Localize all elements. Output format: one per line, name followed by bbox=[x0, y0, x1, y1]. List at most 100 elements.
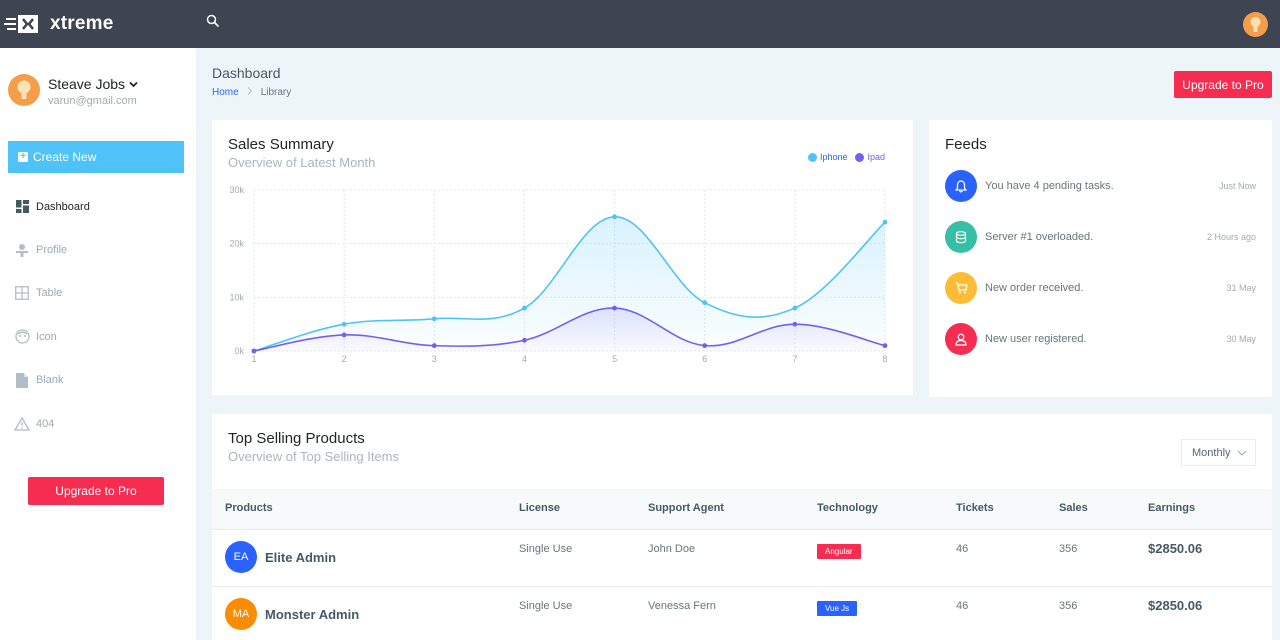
breadcrumb-home[interactable]: Home bbox=[212, 87, 239, 98]
column-header[interactable]: Technology bbox=[817, 502, 878, 514]
table-row[interactable]: EA Elite Admin Single Use John Doe Angul… bbox=[212, 530, 1272, 587]
feeds-card: Feeds You have 4 pending tasks. Just Now… bbox=[929, 120, 1272, 397]
feed-text: Server #1 overloaded. bbox=[985, 231, 1094, 243]
create-new-button[interactable]: + Create New bbox=[8, 141, 184, 173]
page-title: Dashboard bbox=[212, 65, 281, 81]
column-header[interactable]: Sales bbox=[1059, 502, 1088, 514]
feed-item[interactable]: New order received. 31 May bbox=[945, 272, 1256, 304]
license-cell: Single Use bbox=[519, 543, 573, 555]
header-upgrade-button[interactable]: Upgrade to Pro bbox=[1174, 71, 1272, 98]
database-icon bbox=[945, 221, 977, 253]
y-tick-label: 10k bbox=[229, 292, 244, 302]
column-header[interactable]: Tickets bbox=[956, 502, 994, 514]
x-tick-label: 6 bbox=[702, 354, 707, 364]
feed-time: Just Now bbox=[1218, 181, 1256, 191]
data-point-ipad bbox=[251, 348, 257, 354]
table-header: Products License Support Agent Technolog… bbox=[212, 489, 1272, 530]
x-tick-label: 4 bbox=[522, 354, 527, 364]
card-title: Feeds bbox=[945, 136, 987, 153]
sidebar-item-label: Blank bbox=[36, 374, 64, 387]
sidebar-item-table[interactable]: Table bbox=[0, 272, 196, 315]
create-new-label: Create New bbox=[33, 150, 97, 164]
sidebar-item-profile[interactable]: Profile bbox=[0, 228, 196, 271]
feed-item[interactable]: Server #1 overloaded. 2 Hours ago bbox=[945, 221, 1256, 253]
data-point-ipad bbox=[612, 305, 617, 311]
license-cell: Single Use bbox=[519, 600, 573, 612]
product-avatar: MA bbox=[225, 598, 257, 630]
x-tick-label: 7 bbox=[792, 354, 797, 364]
top-selling-products-card: Top Selling Products Overview of Top Sel… bbox=[212, 414, 1272, 640]
data-point-iphone bbox=[431, 316, 437, 322]
series-area-ipad bbox=[254, 308, 885, 351]
series-line-ipad bbox=[253, 307, 886, 352]
user-avatar[interactable] bbox=[1243, 12, 1268, 37]
sidebar-item-dashboard[interactable]: Dashboard bbox=[0, 185, 196, 228]
sales-chart: 30k 20k 10k 0k 1 2 3 4 5 6 7 8 bbox=[229, 185, 888, 364]
breadcrumb: Home Library bbox=[212, 87, 291, 98]
tickets-cell: 46 bbox=[956, 600, 969, 612]
y-tick-label: 30k bbox=[229, 185, 244, 195]
x-tick-label: 5 bbox=[612, 354, 617, 364]
breadcrumb-current: Library bbox=[260, 87, 292, 98]
feed-time: 31 May bbox=[1226, 283, 1256, 293]
profile-name: Steave Jobs bbox=[48, 76, 126, 92]
y-tick-label: 0k bbox=[234, 346, 244, 356]
data-point-ipad bbox=[522, 337, 527, 343]
period-select[interactable]: Monthly bbox=[1181, 439, 1256, 466]
product-name: Monster Admin bbox=[265, 607, 360, 622]
avatar bbox=[8, 74, 40, 106]
sidebar-item-404[interactable]: 404 bbox=[0, 402, 196, 445]
brand-name: xtreme bbox=[50, 13, 114, 34]
legend-item-ipad[interactable]: Ipad bbox=[855, 152, 885, 162]
search-icon[interactable] bbox=[206, 14, 222, 30]
table-row[interactable]: MA Monster Admin Single Use Venessa Fern… bbox=[212, 587, 1272, 640]
face-icon bbox=[14, 329, 30, 345]
feed-item[interactable]: You have 4 pending tasks. Just Now bbox=[945, 170, 1256, 202]
brand-logo-icon bbox=[4, 9, 40, 39]
x-tick-label: 1 bbox=[251, 354, 256, 364]
chevron-right-icon bbox=[247, 87, 253, 98]
column-header[interactable]: Earnings bbox=[1148, 502, 1196, 514]
agent-cell: John Doe bbox=[648, 543, 696, 555]
sidebar-item-icon[interactable]: Icon bbox=[0, 315, 196, 358]
card-title: Top Selling Products bbox=[228, 430, 365, 447]
data-point-ipad bbox=[341, 332, 347, 338]
legend-label: Iphone bbox=[819, 152, 848, 162]
earnings-cell: $2850.06 bbox=[1148, 598, 1203, 613]
profile-email: varun@gmail.com bbox=[48, 95, 137, 107]
sales-summary-card: Sales Summary Overview of Latest Month I… bbox=[212, 120, 913, 395]
feed-time: 30 May bbox=[1226, 334, 1256, 344]
feed-time: 2 Hours ago bbox=[1206, 232, 1256, 242]
sidebar-profile[interactable]: Steave Jobs varun@gmail.com bbox=[8, 74, 138, 107]
sidebar-nav: Dashboard Profile Table Icon Blank bbox=[0, 185, 196, 445]
period-select-value: Monthly bbox=[1192, 446, 1231, 459]
sidebar-item-label: Icon bbox=[36, 330, 57, 343]
data-point-iphone bbox=[702, 300, 708, 306]
earnings-cell: $2850.06 bbox=[1148, 541, 1203, 556]
column-header[interactable]: Support Agent bbox=[648, 502, 724, 514]
legend-item-iphone[interactable]: Iphone bbox=[807, 152, 848, 162]
sidebar: Steave Jobs varun@gmail.com + Create New… bbox=[0, 48, 196, 640]
feed-item[interactable]: New user registered. 30 May bbox=[945, 323, 1256, 355]
column-header[interactable]: Products bbox=[225, 502, 273, 514]
warning-icon bbox=[14, 416, 30, 432]
card-subtitle: Overview of Latest Month bbox=[228, 155, 376, 170]
data-point-ipad bbox=[882, 343, 888, 349]
legend-label: Ipad bbox=[867, 152, 885, 162]
legend-dot bbox=[807, 152, 817, 162]
tickets-cell: 46 bbox=[956, 543, 969, 555]
x-tick-label: 8 bbox=[882, 354, 887, 364]
chevron-down-icon bbox=[1237, 448, 1247, 460]
dashboard-icon bbox=[14, 199, 30, 215]
profile-name-row[interactable]: Steave Jobs bbox=[48, 76, 138, 92]
brand[interactable]: xtreme bbox=[0, 0, 196, 48]
product-name: Elite Admin bbox=[265, 550, 337, 565]
product-avatar: EA bbox=[225, 541, 257, 573]
sidebar-upgrade-button[interactable]: Upgrade to Pro bbox=[28, 477, 164, 505]
sidebar-item-blank[interactable]: Blank bbox=[0, 359, 196, 402]
sidebar-item-label: Dashboard bbox=[36, 200, 90, 213]
data-point-iphone bbox=[792, 305, 798, 311]
feed-text: New order received. bbox=[985, 282, 1084, 294]
column-header[interactable]: License bbox=[519, 502, 560, 514]
table-icon bbox=[14, 285, 30, 301]
